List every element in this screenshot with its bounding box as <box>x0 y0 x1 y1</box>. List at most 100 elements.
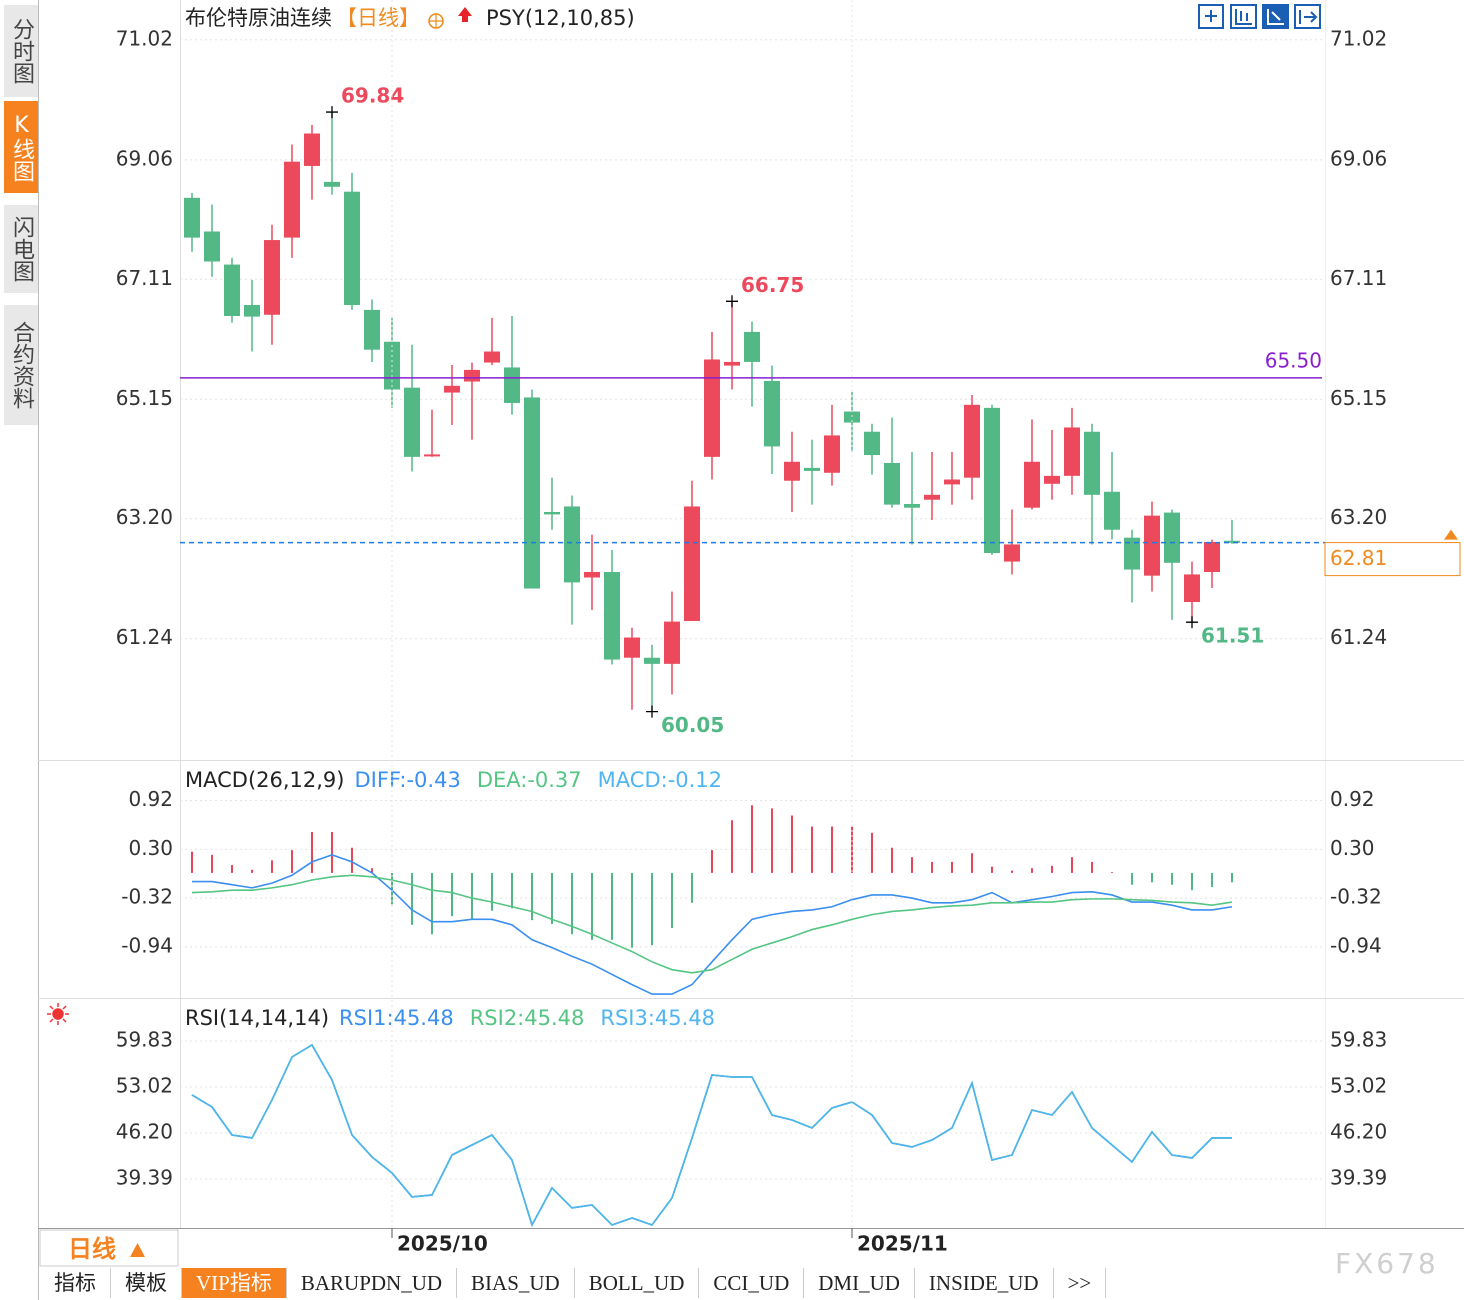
candle-body <box>1224 540 1240 543</box>
x-tick-label: 2025/10 <box>397 1232 488 1256</box>
icon-glyph <box>1205 10 1217 22</box>
legend-item: RSI2:45.48 <box>470 1006 585 1030</box>
last-price-arrow <box>1444 529 1458 540</box>
candle-body <box>1124 537 1140 570</box>
candle-body <box>244 304 260 317</box>
indicator-tab[interactable]: BARUPDN_UD <box>287 1268 458 1298</box>
y-tick-label-right: 63.20 <box>1330 505 1387 529</box>
period-label: 【日线】 <box>336 6 420 30</box>
candle-body <box>484 351 500 363</box>
indicator-tab[interactable]: INSIDE_UD <box>915 1268 1054 1298</box>
candle-body <box>524 397 540 589</box>
candle-body <box>724 361 740 366</box>
candle-body <box>584 571 600 578</box>
icon-glyph <box>1267 9 1284 25</box>
indicator-tab[interactable]: CCI_UD <box>699 1268 805 1298</box>
period-button-label: 日线 <box>68 1235 116 1263</box>
candle-body <box>924 494 940 500</box>
header-arrow <box>458 7 472 22</box>
extreme-marker <box>726 295 738 308</box>
candle-body <box>784 461 800 481</box>
y-tick-label: 67.11 <box>116 266 173 290</box>
candle-body <box>844 411 860 423</box>
sidebar-tab[interactable]: 合约资料 <box>4 305 38 425</box>
indicator-tab[interactable]: 指标 <box>40 1268 111 1298</box>
last-price-box <box>1324 542 1461 577</box>
period-button[interactable] <box>39 1229 179 1267</box>
candle-body <box>904 504 920 508</box>
indicator-tab[interactable]: >> <box>1054 1268 1107 1298</box>
toolbar-icons <box>1198 4 1321 29</box>
y-tick-label-right: -0.94 <box>1330 933 1382 957</box>
candle-body <box>964 404 980 478</box>
icon[interactable] <box>1198 4 1224 29</box>
indicator-tab[interactable]: 模板 <box>111 1268 182 1298</box>
extreme-label: 61.51 <box>1201 624 1264 648</box>
series-line <box>191 1043 1233 1228</box>
candle-body <box>184 197 200 238</box>
candle-body <box>304 133 320 166</box>
candle-body <box>504 367 520 403</box>
icon[interactable] <box>1230 4 1257 29</box>
y-tick-label: 39.39 <box>116 1166 173 1190</box>
indicator-tab[interactable]: VIP指标 <box>182 1268 287 1298</box>
candle-body <box>884 462 900 505</box>
y-tick-label-right: 71.02 <box>1330 26 1387 50</box>
candle-body <box>1044 475 1060 484</box>
sidebar-tab[interactable]: 闪电图 <box>4 205 38 293</box>
indicator-tab[interactable]: DMI_UD <box>804 1268 915 1298</box>
series-line <box>191 874 1233 974</box>
candle-body <box>864 431 880 456</box>
candle-body <box>1104 491 1120 530</box>
candle-body <box>644 657 660 664</box>
candle-body <box>544 511 560 515</box>
candle-body <box>1144 515 1160 576</box>
candle-body <box>204 231 220 262</box>
extreme-marker <box>326 106 338 119</box>
indicator-tab[interactable]: BOLL_UD <box>575 1268 700 1298</box>
candle-body <box>744 331 760 362</box>
x-tick-label: 2025/11 <box>857 1232 948 1256</box>
indicator-tab[interactable]: BIAS_UD <box>457 1268 575 1298</box>
extreme-marker <box>646 705 658 718</box>
extreme-marker <box>1186 616 1198 629</box>
series-line <box>192 853 1233 995</box>
pane-title: RSI(14,14,14) <box>185 1006 329 1030</box>
candle-body <box>944 479 960 485</box>
candle-body <box>1064 427 1080 476</box>
candle-body <box>564 506 580 583</box>
sidebar-tab[interactable]: K线图 <box>4 101 38 193</box>
candle-body <box>364 309 380 350</box>
candle-body <box>764 380 780 447</box>
reference-label: 65.50 <box>1265 348 1322 372</box>
pane-title: 布伦特原油连续 <box>185 6 332 30</box>
candle-body <box>1164 512 1180 563</box>
y-tick-label-right: 0.30 <box>1330 836 1375 860</box>
candle-body <box>824 435 840 473</box>
sidebar-tab[interactable]: 分时图 <box>4 5 38 97</box>
candle-body <box>424 454 440 457</box>
y-tick-label-right: 53.02 <box>1330 1073 1387 1097</box>
y-tick-label-right: 59.83 <box>1330 1027 1387 1051</box>
y-tick-label: 71.02 <box>116 26 173 50</box>
sun-icon <box>47 1003 69 1025</box>
y-tick-label-right: 65.15 <box>1330 386 1387 410</box>
candle-body <box>284 161 300 238</box>
legend-item: DEA:-0.37 <box>477 768 582 792</box>
sidebar: 分时图 K线图 闪电图 合约资料 <box>4 0 38 430</box>
icon[interactable] <box>1294 4 1321 29</box>
pane-title: MACD(26,12,9) <box>185 768 345 792</box>
extreme-label: 69.84 <box>341 84 404 108</box>
legend-item: MACD:-0.12 <box>598 768 722 792</box>
candle-body <box>324 181 340 187</box>
series-line <box>191 1043 1233 1228</box>
y-tick-label: -0.94 <box>121 933 173 957</box>
y-tick-label: -0.32 <box>121 885 173 909</box>
indicator-label: PSY(12,10,85) <box>486 6 635 30</box>
period-arrow <box>130 1243 145 1257</box>
legend-item: RSI1:45.48 <box>339 1006 454 1030</box>
candle-body <box>224 264 240 317</box>
legend-item: DIFF:-0.43 <box>355 768 461 792</box>
